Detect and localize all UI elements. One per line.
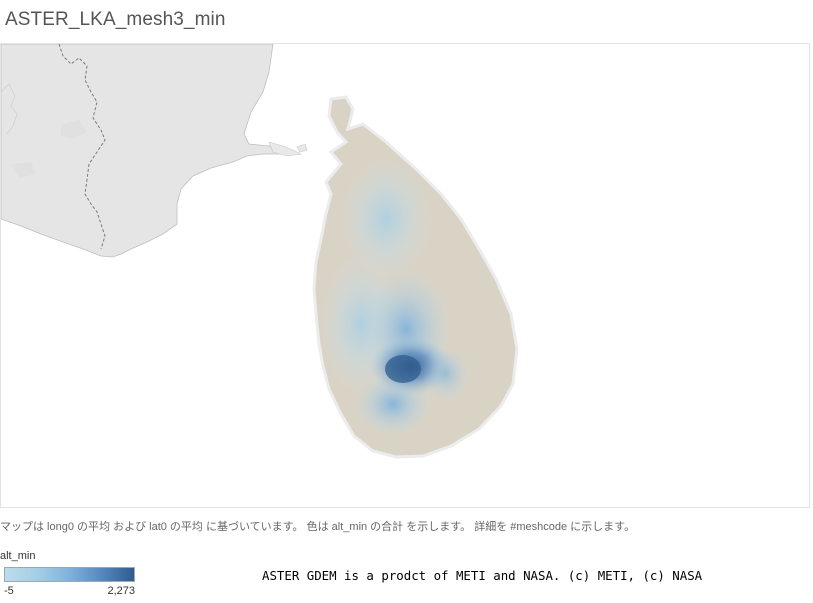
map-caption: マップは long0 の平均 および lat0 の平均 に基づいています。 色は… — [0, 521, 636, 533]
shoal-islands — [268, 141, 308, 157]
elevation-low-north — [341, 159, 431, 279]
legend-color-ramp[interactable] — [4, 567, 135, 582]
map-canvas[interactable] — [1, 44, 810, 508]
dashboard-title: ASTER_LKA_mesh3_min — [5, 9, 226, 30]
land-shading — [11, 120, 87, 178]
map-view[interactable] — [0, 43, 810, 508]
elevation-peak — [385, 355, 421, 383]
data-attribution: ASTER GDEM is a prodct of METI and NASA.… — [262, 568, 703, 583]
state-border — [58, 44, 106, 250]
sri-lanka-island[interactable] — [312, 95, 519, 459]
elevation-east-hills — [422, 346, 470, 402]
legend-min-label: -5 — [4, 585, 14, 597]
india-landmass — [1, 44, 292, 258]
legend-max-label: 2,273 — [107, 585, 135, 597]
coast-detail — [1, 83, 18, 135]
legend-title: alt_min — [0, 550, 36, 562]
